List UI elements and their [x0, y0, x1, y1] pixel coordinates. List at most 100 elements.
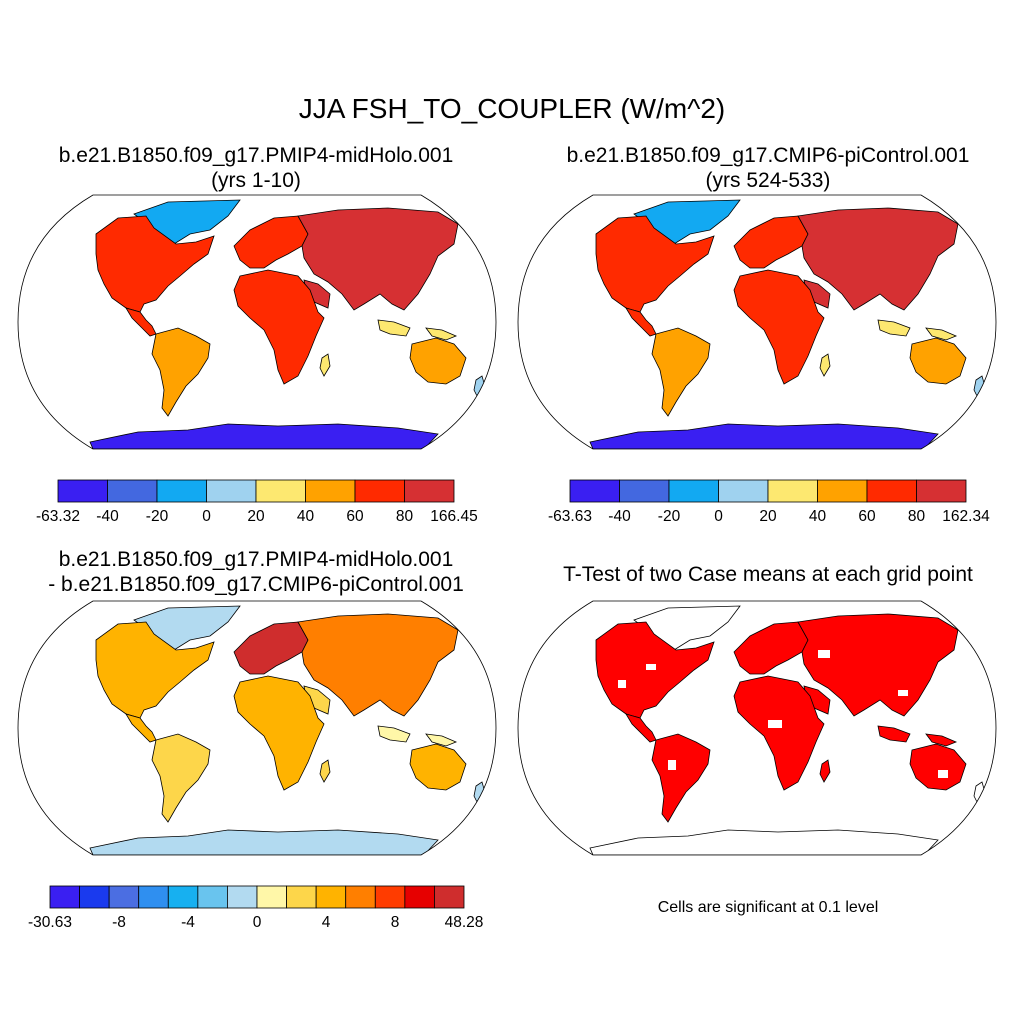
figure-title: JJA FSH_TO_COUPLER (W/m^2) [298, 93, 726, 124]
colorbar-tick-label: 8 [391, 914, 400, 931]
colorbar-swatch [354, 479, 405, 503]
land-antarctica [89, 423, 439, 449]
colorbar-swatch [718, 479, 769, 503]
colorbar-tick-label: 80 [908, 508, 926, 525]
land-madagascar [319, 353, 331, 377]
colorbar-tick-label: 0 [253, 914, 262, 931]
land-europe [233, 215, 309, 269]
colorbar-tick-label: -20 [146, 508, 169, 525]
colorbar-tick-label: 0 [714, 508, 723, 525]
land-sumatra-borneo [377, 319, 411, 337]
colorbar-swatch [167, 885, 199, 909]
colorbar-swatch [767, 479, 818, 503]
land-australia [909, 743, 967, 791]
colorbar-swatch [916, 479, 967, 503]
colorbar-tick-label: 20 [247, 508, 265, 525]
land-madagascar [819, 759, 831, 783]
land-north-america [95, 215, 215, 313]
colorbar-swatch [206, 479, 257, 503]
colorbar-tick-label: 162.34 [942, 508, 990, 525]
map-land-group [89, 199, 487, 449]
panel-1-title-line2: (yrs 1-10) [211, 169, 301, 192]
colorbar-tick-label: 20 [759, 508, 777, 525]
colorbar-swatch [197, 885, 228, 909]
colorbar-tick-label: -20 [658, 508, 681, 525]
land-sumatra-borneo [877, 319, 911, 337]
panel-3-title-line1: b.e21.B1850.f09_g17.PMIP4-midHolo.001 [58, 548, 454, 571]
land-africa [733, 675, 825, 791]
land-antarctica [589, 423, 939, 449]
map-frame [17, 194, 497, 450]
insignificant-cell-5 [938, 770, 948, 778]
colorbar-swatch [49, 885, 80, 909]
land-australia [409, 743, 467, 791]
colorbar-tick-label: 166.45 [430, 508, 477, 525]
land-asia [297, 613, 459, 717]
significance-note: Cells are significant at 0.1 level [657, 899, 879, 916]
colorbar-swatch [434, 885, 465, 909]
colorbar-swatch [156, 479, 207, 503]
colorbar-swatch [57, 479, 108, 503]
panel-2-title-line2: (yrs 524-533) [705, 169, 831, 192]
land-new-guinea [925, 327, 958, 341]
panel-2-map [517, 194, 997, 450]
colorbar-swatch [255, 479, 306, 503]
land-south-america [651, 327, 711, 417]
colorbar-swatch [817, 479, 868, 503]
colorbar-tick-label: -8 [112, 914, 126, 931]
colorbar-swatch [404, 479, 455, 503]
map-frame [17, 600, 497, 856]
panel-3-map [17, 600, 497, 856]
land-asia [797, 613, 959, 717]
map-land-group [589, 605, 987, 855]
map-land-group [89, 605, 487, 855]
insignificant-cell-4 [898, 690, 908, 696]
insignificant-cell-2 [768, 720, 782, 728]
land-europe [233, 621, 309, 675]
panel-3-colorbar: -30.63 -8 -4 0 4 8 48.28 [28, 885, 484, 931]
panel-1-colorbar: -63.32 -40 -20 0 20 40 60 80 166.45 [36, 479, 478, 525]
land-africa [733, 269, 825, 385]
land-australia [909, 337, 967, 385]
land-antarctica [589, 829, 939, 855]
panel-1-map [17, 194, 497, 450]
colorbar-tick-label: 48.28 [445, 914, 484, 931]
land-europe [733, 215, 809, 269]
land-north-america [595, 215, 715, 313]
colorbar-tick-label: 0 [202, 508, 211, 525]
colorbar-swatch [374, 885, 406, 909]
insignificant-cell-7 [618, 680, 626, 688]
panel-1-title-line1: b.e21.B1850.f09_g17.PMIP4-midHolo.001 [58, 144, 454, 167]
land-africa [233, 269, 325, 385]
map-frame [517, 600, 997, 856]
land-europe [733, 621, 809, 675]
panel-3-title-line2: - b.e21.B1850.f09_g17.CMIP6-piControl.00… [48, 573, 464, 596]
colorbar-tick-label: -63.32 [36, 508, 80, 525]
land-madagascar [319, 759, 331, 783]
colorbar-tick-label: 60 [346, 508, 364, 525]
colorbar-swatch [345, 885, 376, 909]
colorbar-tick-label: 80 [396, 508, 414, 525]
land-madagascar [819, 353, 831, 377]
colorbar-swatch [315, 885, 347, 909]
colorbar-swatch [256, 885, 287, 909]
land-north-america [95, 621, 215, 719]
land-sumatra-borneo [377, 725, 411, 743]
colorbar-swatch [286, 885, 317, 909]
land-sumatra-borneo [877, 725, 911, 743]
colorbar-swatch [404, 885, 435, 909]
land-new-guinea [425, 327, 458, 341]
land-new-guinea [425, 733, 458, 747]
colorbar-swatch [305, 479, 356, 503]
insignificant-cell-6 [758, 770, 766, 776]
colorbar-tick-label: 60 [858, 508, 876, 525]
panel-4-title: T-Test of two Case means at each grid po… [563, 563, 973, 586]
colorbar-swatch [668, 479, 719, 503]
land-south-america [651, 733, 711, 823]
colorbar-swatch [79, 885, 110, 909]
land-africa [233, 675, 325, 791]
panel-2-title-line1: b.e21.B1850.f09_g17.CMIP6-piControl.001 [566, 144, 970, 167]
colorbar-swatch [108, 885, 140, 909]
colorbar-tick-label: -30.63 [28, 914, 72, 931]
